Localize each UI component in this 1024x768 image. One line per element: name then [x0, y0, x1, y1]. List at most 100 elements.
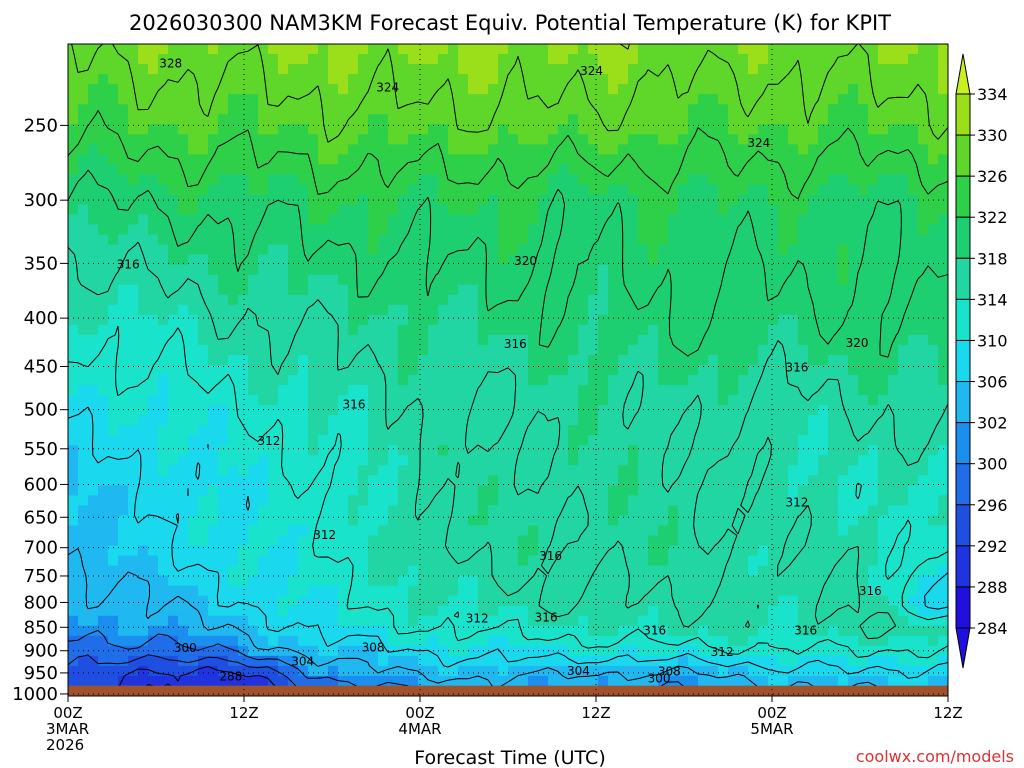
field-cell: [228, 515, 239, 527]
field-cell: [808, 314, 819, 326]
field-cell: [398, 445, 409, 456]
field-cell: [348, 425, 359, 436]
field-cell: [898, 395, 909, 406]
field-cell: [708, 395, 719, 406]
field-cell: [508, 495, 519, 507]
field-cell: [698, 64, 709, 75]
field-cell: [598, 435, 609, 446]
field-cell: [188, 475, 199, 486]
field-cell: [128, 44, 139, 55]
field-cell: [148, 485, 159, 496]
field-cell: [658, 234, 669, 246]
field-cell: [738, 525, 749, 537]
field-cell: [388, 294, 399, 306]
field-cell: [708, 555, 719, 567]
field-cell: [848, 455, 859, 466]
field-cell: [878, 575, 889, 587]
field-cell: [498, 595, 509, 607]
field-cell: [898, 364, 909, 376]
field-cell: [628, 385, 639, 396]
field-cell: [818, 395, 829, 406]
field-cell: [228, 555, 239, 567]
field-cell: [88, 174, 99, 186]
field-cell: [828, 595, 839, 607]
field-cell: [688, 344, 699, 356]
field-cell: [268, 395, 279, 406]
field-cell: [318, 324, 329, 336]
field-cell: [938, 375, 948, 386]
field-cell: [918, 455, 929, 466]
field-cell: [88, 114, 99, 125]
field-cell: [438, 455, 449, 466]
field-cell: [938, 555, 948, 567]
field-cell: [488, 134, 499, 145]
field-cell: [418, 445, 429, 456]
field-cell: [848, 415, 859, 426]
field-cell: [98, 224, 109, 236]
field-cell: [928, 74, 939, 85]
field-cell: [298, 415, 309, 426]
field-cell: [878, 204, 889, 216]
field-cell: [298, 535, 309, 547]
field-cell: [818, 74, 829, 85]
field-cell: [198, 455, 209, 466]
field-cell: [718, 405, 729, 416]
field-cell: [198, 164, 209, 175]
field-cell: [448, 354, 459, 366]
field-cell: [268, 364, 279, 376]
field-cell: [648, 114, 659, 125]
field-cell: [878, 535, 889, 547]
field-cell: [108, 294, 119, 306]
field-cell: [368, 495, 379, 507]
field-cell: [198, 395, 209, 406]
field-cell: [408, 284, 419, 296]
field-cell: [698, 254, 709, 266]
field-cell: [898, 505, 909, 517]
field-cell: [208, 555, 219, 567]
field-cell: [438, 515, 449, 527]
field-cell: [918, 475, 929, 486]
field-cell: [428, 575, 439, 587]
field-cell: [588, 485, 599, 496]
field-cell: [478, 144, 489, 155]
field-cell: [808, 94, 819, 105]
field-cell: [168, 114, 179, 125]
field-cell: [678, 385, 689, 396]
field-cell: [428, 104, 439, 115]
field-cell: [388, 134, 399, 145]
field-cell: [468, 505, 479, 517]
field-cell: [598, 304, 609, 316]
field-cell: [398, 94, 409, 105]
field-cell: [518, 585, 529, 597]
field-cell: [538, 364, 549, 376]
field-cell: [748, 254, 759, 266]
field-cell: [618, 144, 629, 155]
field-cell: [78, 495, 89, 507]
field-cell: [158, 445, 169, 456]
field-cell: [508, 64, 519, 75]
field-cell: [498, 244, 509, 256]
field-cell: [118, 485, 129, 496]
field-cell: [298, 304, 309, 316]
field-cell: [548, 154, 559, 165]
field-cell: [408, 224, 419, 236]
field-cell: [248, 515, 259, 527]
field-cell: [468, 164, 479, 175]
field-cell: [558, 94, 569, 105]
field-cell: [848, 264, 859, 276]
field-cell: [668, 344, 679, 356]
field-cell: [248, 324, 259, 336]
field-cell: [638, 264, 649, 276]
field-cell: [368, 585, 379, 597]
field-cell: [258, 425, 269, 436]
field-cell: [818, 54, 829, 65]
field-cell: [328, 515, 339, 527]
field-cell: [408, 144, 419, 155]
field-cell: [738, 54, 749, 65]
field-cell: [398, 164, 409, 175]
field-cell: [938, 214, 948, 226]
field-cell: [548, 595, 559, 607]
field-cell: [338, 324, 349, 336]
field-cell: [768, 364, 779, 376]
field-cell: [688, 405, 699, 416]
